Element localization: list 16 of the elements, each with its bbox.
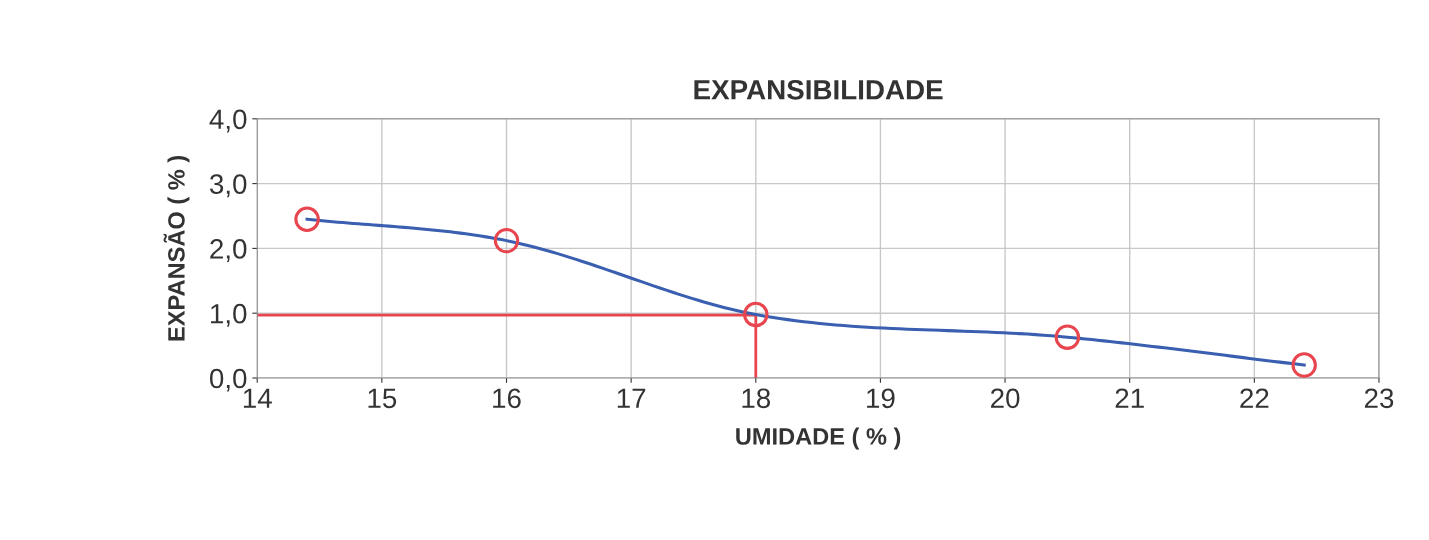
- y-tick-label: 2,0: [210, 239, 247, 263]
- x-tick-label: 19: [867, 388, 895, 409]
- x-tick-label: 21: [1115, 388, 1144, 408]
- x-tick-label: 18: [742, 388, 771, 409]
- x-tick-label: 23: [1364, 388, 1394, 409]
- x-tick-label: 20: [991, 388, 1020, 409]
- x-axis-title: UMIDADE ( % ): [736, 427, 901, 450]
- x-tick-label: 15: [368, 388, 397, 409]
- x-tick-label: 17: [617, 388, 646, 408]
- x-tick-label: 16: [493, 388, 521, 409]
- y-tick-label: 4,0: [209, 109, 247, 133]
- y-axis-title: EXPANSÃO ( % ): [163, 155, 190, 341]
- y-tick-label: 3,0: [209, 174, 247, 198]
- y-tick-label: 1,0: [211, 303, 247, 327]
- chart-title: EXPANSIBILIDADE: [694, 79, 943, 100]
- x-tick-label: 22: [1240, 388, 1269, 408]
